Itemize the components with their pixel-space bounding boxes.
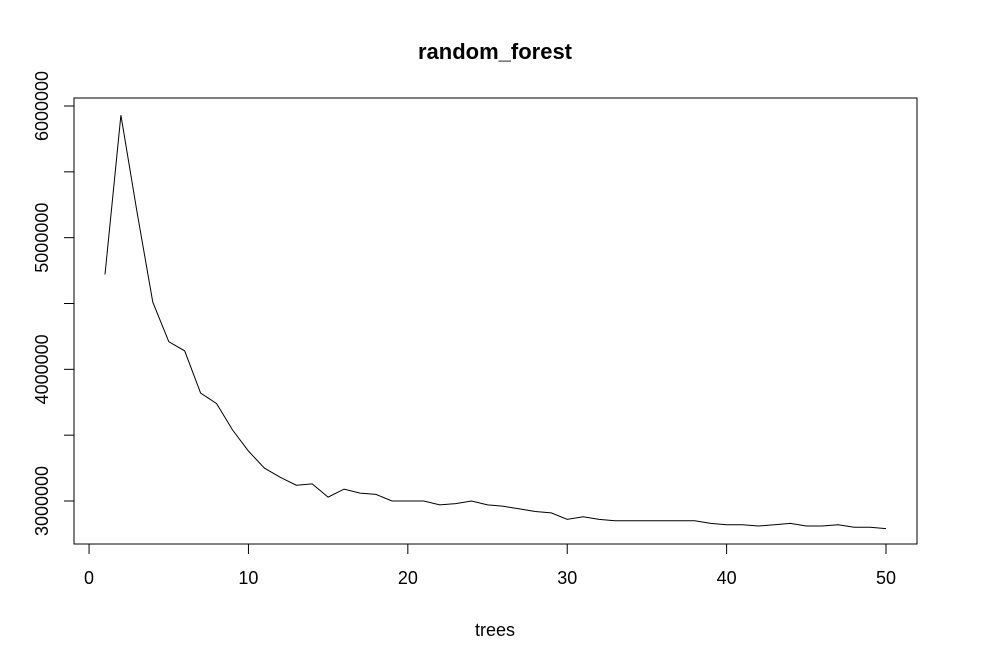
series-group	[104, 115, 887, 530]
y-tick-label: 5000000	[32, 203, 52, 273]
x-tick-label: 0	[84, 568, 94, 588]
x-axis-label: trees	[475, 620, 515, 640]
y-tick-label: 4000000	[32, 334, 52, 404]
plot-frame	[73, 97, 918, 545]
x-axis: 0 10 20 30 40 50	[84, 543, 896, 588]
x-tick-label: 20	[398, 568, 418, 588]
series-line-error	[104, 115, 887, 530]
x-tick-label: 50	[876, 568, 896, 588]
y-tick-label: 3000000	[32, 466, 52, 536]
y-axis: 3000000 4000000 5000000 6000000	[32, 71, 75, 536]
y-tick-label: 6000000	[32, 71, 52, 141]
chart-title: random_forest	[418, 39, 573, 64]
x-tick-label: 10	[238, 568, 258, 588]
x-tick-label: 40	[717, 568, 737, 588]
x-tick-label: 30	[557, 568, 577, 588]
